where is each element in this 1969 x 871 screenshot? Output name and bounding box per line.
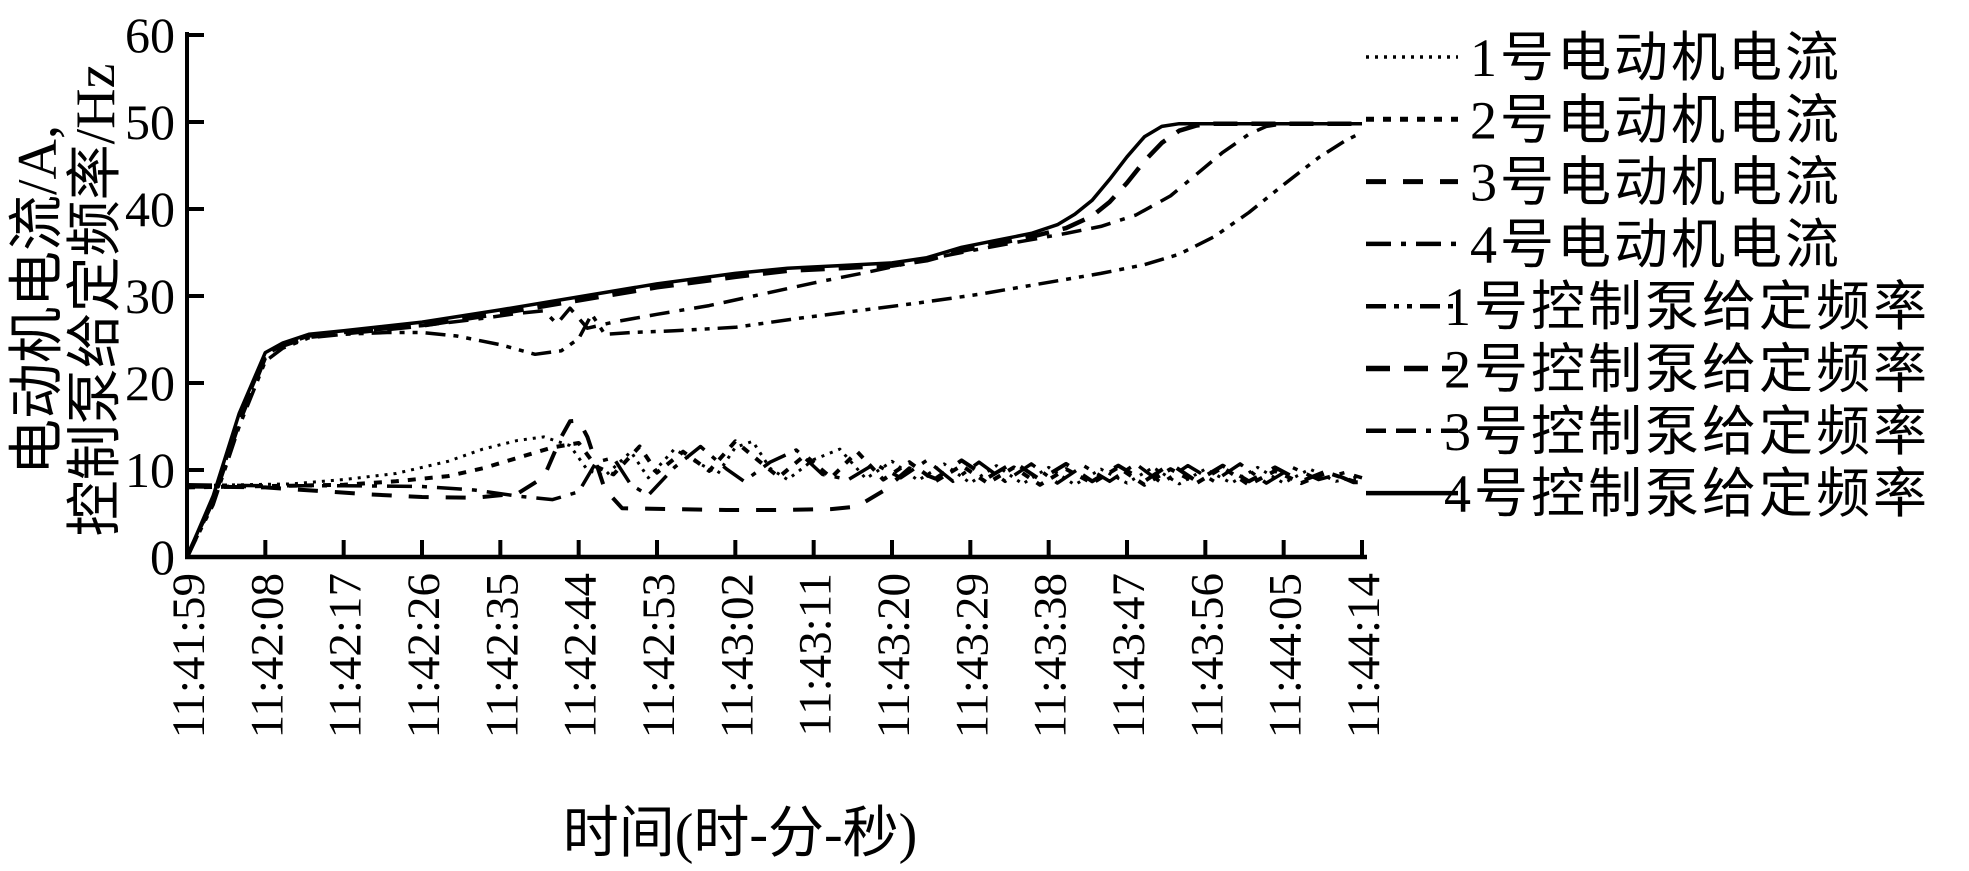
x-tick-label: 11:43:47 — [1103, 573, 1155, 738]
legend-item: 1号控制泵给定频率 — [1366, 277, 1930, 337]
series-line-1号电动机电流 — [186, 435, 1363, 488]
y-tick-label: 0 — [150, 529, 175, 585]
y-tick-label: 10 — [125, 442, 175, 498]
y-tick-label: 60 — [125, 7, 175, 63]
x-tick-label: 11:43:11 — [790, 573, 842, 737]
y-axis-title-line1: 电动机电流/A, — [7, 125, 69, 475]
series-line-3号控制泵给定频率 — [185, 121, 1362, 558]
legend-item: 3号控制泵给定频率 — [1366, 402, 1930, 462]
x-tick-label: 11:42:53 — [633, 573, 685, 738]
x-tick-label: 11:42:26 — [398, 573, 450, 738]
x-tick-label: 11:41:59 — [163, 573, 215, 738]
legend-label: 2号电动机电流 — [1470, 90, 1842, 150]
series-line-1号控制泵给定频率 — [185, 130, 1363, 558]
x-tick-label: 11:43:29 — [946, 573, 998, 738]
legend-label: 4号电动机电流 — [1470, 215, 1842, 275]
legend-label: 3号控制泵给定频率 — [1444, 402, 1930, 462]
x-tick-label: 11:42:44 — [555, 573, 607, 738]
x-tick-label: 11:42:08 — [241, 573, 293, 738]
legend-label: 2号控制泵给定频率 — [1444, 340, 1930, 400]
y-tick-label: 20 — [125, 355, 175, 411]
series-line-2号控制泵给定频率 — [184, 121, 1362, 558]
x-tick-label: 11:43:38 — [1025, 573, 1077, 738]
y-tick-label: 40 — [125, 181, 175, 237]
series-line-3号电动机电流 — [186, 418, 1362, 512]
y-tick-label: 50 — [125, 94, 175, 150]
legend-item: 1号电动机电流 — [1366, 28, 1842, 88]
legend-label: 4号控制泵给定频率 — [1444, 464, 1930, 524]
legend-label: 3号电动机电流 — [1470, 153, 1842, 213]
legend-label: 1号控制泵给定频率 — [1444, 277, 1930, 337]
legend-item: 4号电动机电流 — [1366, 215, 1842, 275]
x-axis-title: 时间(时-分-秒) — [563, 803, 918, 865]
y-axis-title-line2: 控制泵给定频率/Hz — [65, 64, 127, 537]
x-tick-label: 11:44:05 — [1260, 573, 1312, 738]
legend: 1号电动机电流2号电动机电流3号电动机电流4号电动机电流1号控制泵给定频率2号控… — [1366, 28, 1930, 524]
series-line-4号控制泵给定频率 — [185, 121, 1362, 558]
legend-label: 1号电动机电流 — [1470, 28, 1842, 88]
series-line-2号电动机电流 — [186, 439, 1363, 490]
legend-item: 3号电动机电流 — [1366, 153, 1842, 213]
series-line-4号电动机电流 — [186, 444, 1363, 502]
legend-item: 4号控制泵给定频率 — [1366, 464, 1930, 524]
x-tick-label: 11:43:20 — [868, 573, 920, 738]
x-axis-ticks: 11:41:59 11:42:08 11:42:17 11:42:26 11:42:35… — [163, 540, 1390, 738]
x-tick-label: 11:42:17 — [320, 573, 372, 738]
x-tick-label: 11:43:02 — [711, 573, 763, 738]
y-tick-label: 30 — [125, 268, 175, 324]
x-tick-label: 11:44:14 — [1338, 573, 1390, 738]
legend-item: 2号电动机电流 — [1366, 90, 1842, 150]
series-lines — [184, 121, 1363, 558]
x-tick-label: 11:43:56 — [1181, 573, 1233, 738]
y-axis-ticks: 0 10 20 30 40 50 60 — [125, 7, 204, 585]
x-tick-label: 11:42:35 — [476, 573, 528, 738]
legend-item: 2号控制泵给定频率 — [1366, 340, 1930, 400]
